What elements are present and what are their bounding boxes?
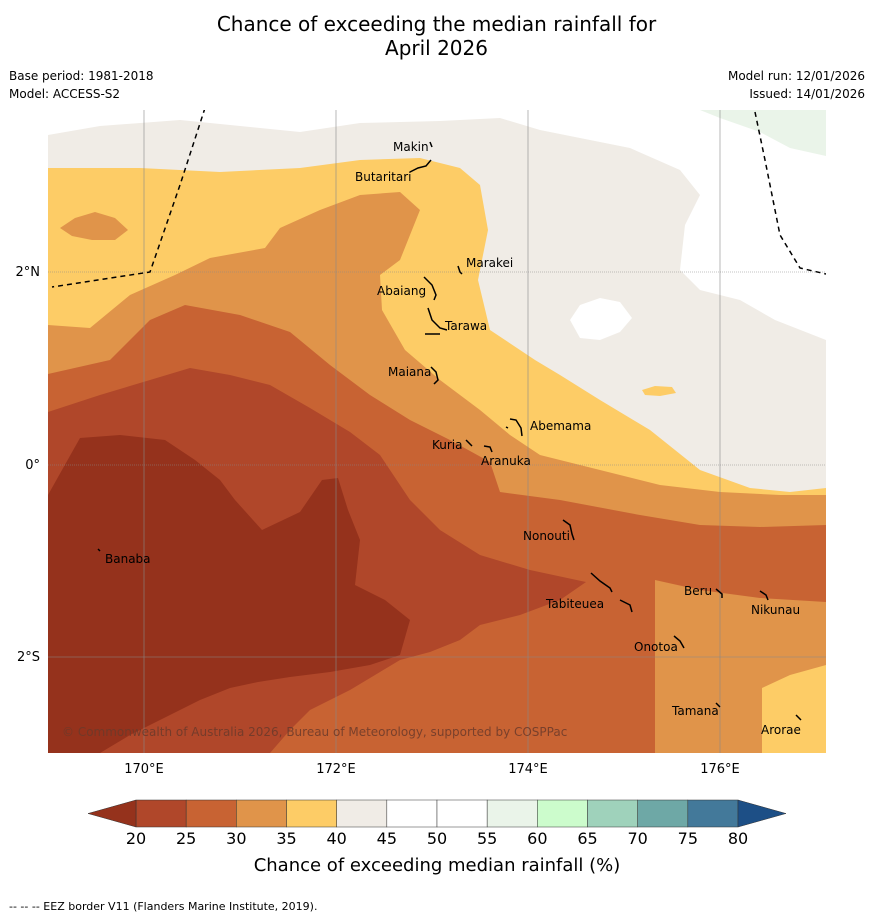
y-tick-label: 2°N [16,265,41,280]
colorbar-tick-label: 60 [527,829,547,848]
island-nikunau [759,590,769,601]
colorbar-tick-label: 75 [678,829,698,848]
island-abemama [505,418,523,437]
place-label: Marakei [466,256,513,270]
colorbar-swatch [236,799,287,828]
copyright-notice: © Commonwealth of Australia 2026, Bureau… [62,725,567,739]
place-label: Aranuka [481,454,531,468]
island-kuria [465,439,473,447]
model-run: Model run: 12/01/2026 [727,69,865,83]
colorbar [87,799,787,828]
colorbar-tick-label: 45 [377,829,397,848]
place-label: Tamana [671,704,719,718]
contour-patch-green [700,110,826,156]
colorbar-swatch [687,799,739,828]
contour-patch-white-island [570,298,632,340]
base-info: Base period: 1981-2018 Model: ACCESS-S2 [9,67,154,103]
island-banaba [97,548,101,552]
contour-below-20 [48,435,410,753]
rainfall-contours [48,110,826,753]
place-label: Butaritari [355,170,412,184]
contour-patch-top-right [760,112,826,340]
base-period: Base period: 1981-2018 [9,69,154,83]
island-beru [715,588,723,598]
colorbar-swatch [286,799,337,828]
colorbar-tick-label: 80 [728,829,748,848]
colorbar-tick-label: 25 [176,829,196,848]
place-label: Nonouti [523,529,570,543]
place-label: Onotoa [634,640,678,654]
island-tabiteuea [590,572,633,613]
island-marakei [457,265,463,275]
colorbar-swatch [386,799,438,828]
colorbar-tick-label: 20 [126,829,146,848]
island-arorae [795,714,802,721]
island-onotoa [673,635,685,649]
colorbar-over-arrow [737,799,787,828]
x-tick-label: 174°E [508,762,548,777]
island-abaiang [423,276,437,301]
island-butaritari [409,159,432,173]
island-nonouti [562,519,575,541]
colorbar-tick-label: 70 [627,829,647,848]
grid-lines [48,110,826,753]
x-tick-label: 172°E [316,762,356,777]
colorbar-swatch [486,799,538,828]
contour-patch-top-white [580,112,745,265]
place-labels: Makin Butaritari Marakei Abaiang Tarawa … [105,140,801,737]
place-label: Maiana [388,365,431,379]
place-label: Nikunau [751,603,800,617]
x-tick-label: 170°E [124,762,164,777]
eez-footnote: -- -- -- EEZ border V11 (Flanders Marine… [9,900,318,913]
colorbar-swatch [436,799,488,828]
map-title: Chance of exceeding the median rainfall … [0,12,873,60]
colorbar-tick-label: 35 [276,829,296,848]
run-info: Model run: 12/01/2026 Issued: 14/01/2026 [728,67,865,103]
islands [97,141,802,721]
island-makin [429,141,433,148]
island-aranuka [483,445,493,453]
colorbar-swatch [185,799,237,828]
island-tamana [715,702,721,708]
model-name: Model: ACCESS-S2 [9,87,121,101]
colorbar-swatch [336,799,388,828]
place-label: Tabiteuea [545,597,604,611]
island-tarawa [425,307,448,335]
colorbar-swatch [537,799,588,828]
colorbar-swatch [637,799,689,828]
place-label: Tarawa [444,319,487,333]
contour-patch-yellow-corner [762,665,826,753]
place-label: Abaiang [377,284,426,298]
eez-border-west [51,110,206,288]
place-label: Arorae [761,723,801,737]
place-label: Makin [393,140,429,154]
title-line-2: April 2026 [385,36,488,60]
colorbar-tick-label: 55 [477,829,497,848]
contour-patch-yellow-small [642,386,676,396]
contour-patch-upper-left [60,212,128,240]
axis-ticks: 170°E 172°E 174°E 176°E 2°N 0° 2°S [16,265,740,777]
colorbar-title: Chance of exceeding median rainfall (%) [254,855,621,876]
colorbar-swatch [587,799,638,828]
title-line-1: Chance of exceeding the median rainfall … [216,12,657,36]
colorbar-tick-label: 50 [427,829,447,848]
place-label: Abemama [530,419,591,433]
y-tick-label: 2°S [17,650,40,665]
place-label: Banaba [105,552,151,566]
colorbar-tick-label: 40 [326,829,346,848]
place-label: Kuria [432,438,463,452]
colorbar-tick-label: 65 [577,829,597,848]
y-tick-label: 0° [25,458,40,473]
place-label: Beru [684,584,712,598]
colorbar-tick-labels: 20 25 30 35 40 45 50 55 60 65 70 75 80 [126,829,748,848]
colorbar-swatch [135,799,187,828]
island-maiana [430,366,439,385]
eez-borders [51,110,826,288]
colorbar-tick-label: 30 [226,829,246,848]
colorbar-under-arrow [87,799,137,828]
issued-date: Issued: 14/01/2026 [749,87,865,101]
eez-border-east [754,111,826,275]
x-tick-label: 176°E [700,762,740,777]
